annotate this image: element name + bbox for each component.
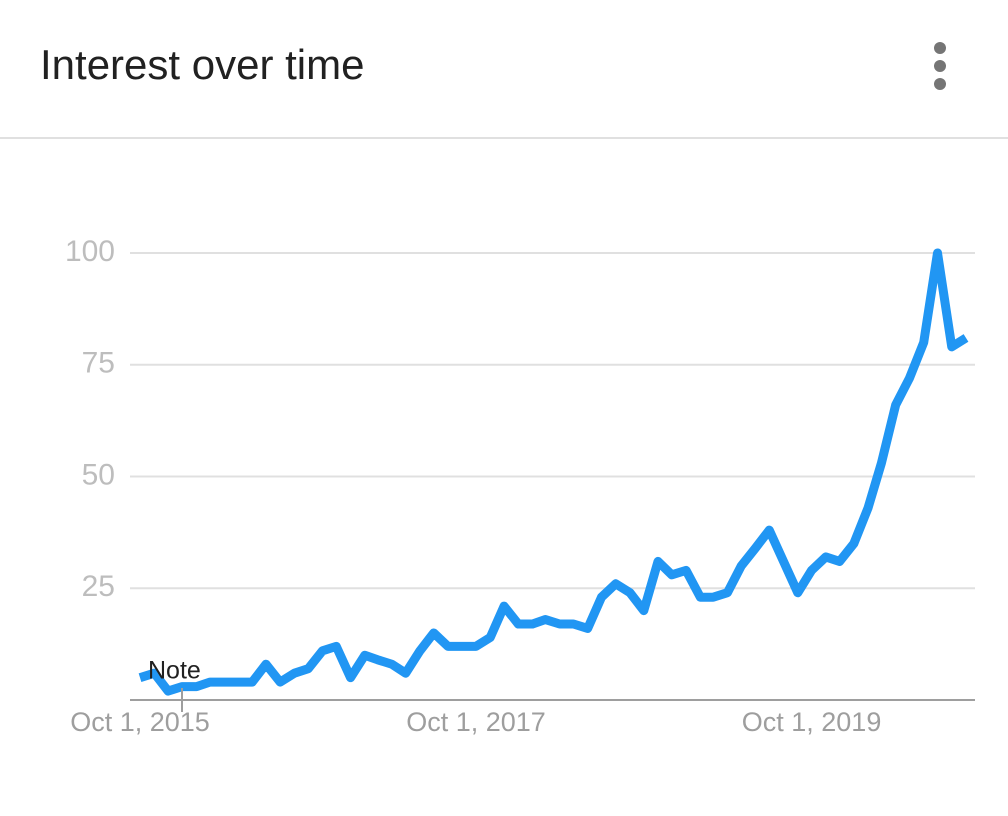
menu-dot (934, 42, 946, 54)
x-tick-label: Oct 1, 2017 (406, 707, 546, 737)
y-tick-label: 50 (82, 458, 115, 491)
y-tick-label: 100 (65, 235, 115, 268)
menu-button[interactable] (934, 42, 946, 90)
menu-dot (934, 78, 946, 90)
x-tick-label: Oct 1, 2019 (742, 707, 882, 737)
chart-title: Interest over time (40, 41, 364, 88)
annotation: Note (148, 657, 201, 685)
trend-line (138, 248, 969, 696)
x-tick-label: Oct 1, 2015 (70, 707, 210, 737)
y-tick-label: 25 (82, 570, 115, 603)
y-tick-label: 75 (82, 347, 115, 380)
menu-dot (934, 60, 946, 72)
